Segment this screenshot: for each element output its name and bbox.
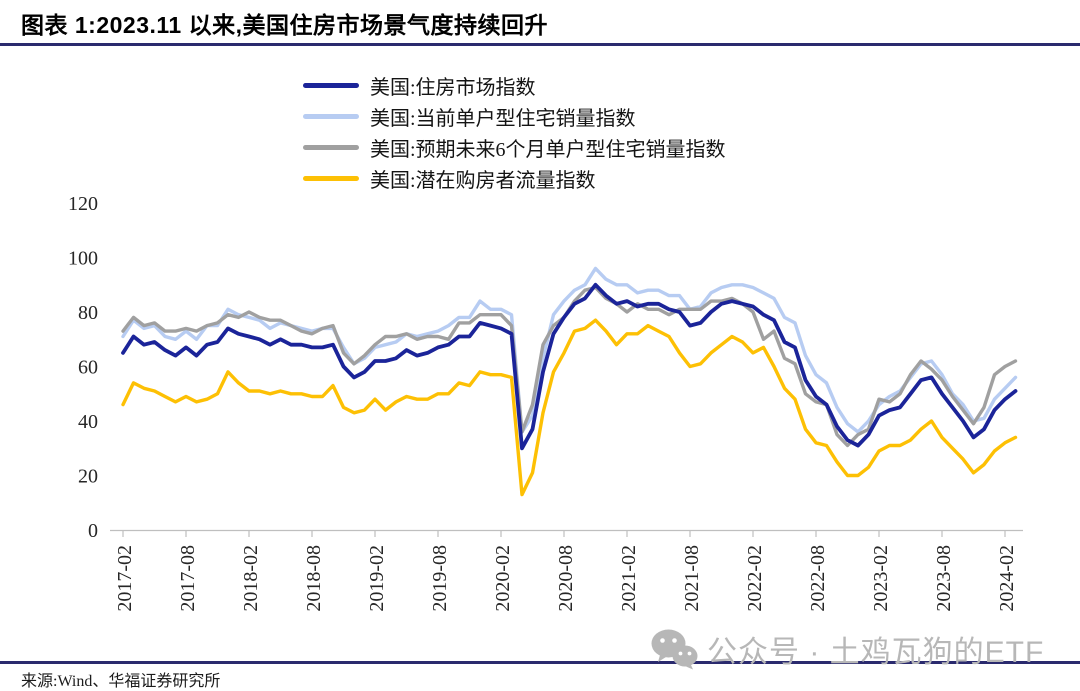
x-tick-label: 2020-08 (555, 545, 577, 612)
legend-line-swatch (303, 114, 359, 119)
legend-item: 美国:潜在购房者流量指数 (303, 163, 726, 194)
x-tick-label: 2019-02 (366, 545, 388, 612)
x-tick-label: 2017-08 (177, 545, 199, 612)
x-tick-label: 2019-08 (429, 545, 451, 612)
legend-label: 美国:住房市场指数 (370, 77, 536, 99)
legend-label: 美国:潜在购房者流量指数 (370, 170, 596, 192)
x-tick-label: 2021-08 (681, 545, 703, 612)
x-tick-label: 2023-08 (933, 545, 955, 612)
legend-item: 美国:当前单户型住宅销量指数 (303, 101, 726, 132)
series-line-3 (121, 318, 1018, 497)
footer-divider (0, 661, 1080, 664)
x-tick-label: 2022-02 (744, 545, 766, 612)
legend-item: 美国:住房市场指数 (303, 70, 726, 101)
x-tick-label: 2023-02 (870, 545, 892, 612)
x-tick-label: 2020-02 (492, 545, 514, 612)
legend-label: 美国:预期未来6个月单户型住宅销量指数 (370, 139, 726, 161)
y-tick-label: 80 (78, 302, 98, 324)
y-tick-label: 40 (78, 411, 98, 433)
series-line-0 (121, 282, 1018, 451)
legend-item: 美国:预期未来6个月单户型住宅销量指数 (303, 132, 726, 163)
y-tick-label: 0 (88, 520, 98, 542)
x-tick-label: 2018-02 (240, 545, 262, 612)
title-divider (0, 43, 1080, 46)
series-line-1 (121, 266, 1018, 434)
x-tick-label: 2022-08 (807, 545, 829, 612)
legend-label: 美国:当前单户型住宅销量指数 (370, 108, 636, 130)
y-tick-label: 20 (78, 466, 98, 488)
y-tick-label: 100 (68, 248, 98, 270)
wechat-icon (651, 629, 698, 670)
watermark-text: 公众号 · 土鸡瓦狗的ETF (707, 636, 1045, 669)
legend-line-swatch (303, 176, 359, 181)
chart-plot: 2017-02 2017-08 2018-02 2018-08 2019-02 2019-… (68, 193, 1023, 612)
legend-line-swatch (303, 83, 359, 88)
source-note: 来源:Wind、华福证券研究所 (21, 673, 221, 690)
x-tick-label: 2021-02 (618, 545, 640, 612)
legend-line-swatch (303, 145, 359, 150)
y-tick-label: 60 (78, 357, 98, 379)
chart-legend: 美国:住房市场指数美国:当前单户型住宅销量指数美国:预期未来6个月单户型住宅销量… (303, 70, 726, 194)
y-tick-label: 120 (68, 193, 98, 215)
x-tick-label: 2018-08 (303, 545, 325, 612)
x-tick-label: 2024-02 (996, 545, 1018, 612)
watermark: 公众号 · 土鸡瓦狗的ETF (650, 627, 1044, 671)
figure-title: 图表 1:2023.11 以来,美国住房市场景气度持续回升 (21, 12, 548, 38)
x-tick-label: 2017-02 (114, 545, 136, 612)
